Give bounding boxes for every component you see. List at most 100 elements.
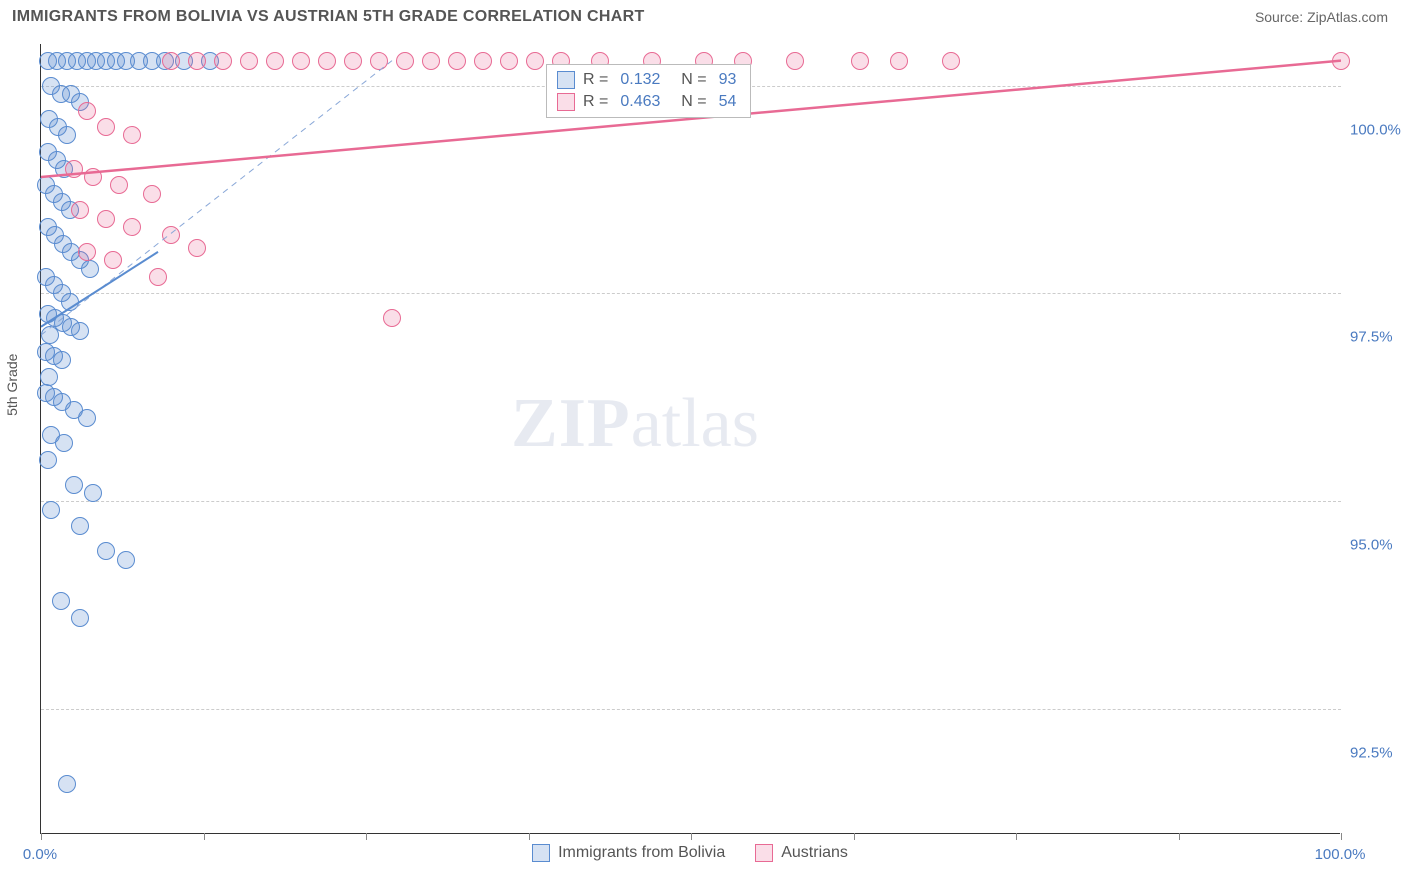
x-tick xyxy=(366,833,367,840)
n-label: N = xyxy=(672,71,706,89)
scatter-plot: ZIPatlas R = 0.132 N = 93 R = 0.463 N = 54 xyxy=(40,44,1340,834)
grid-line xyxy=(41,709,1341,710)
scatter-marker xyxy=(526,52,544,70)
scatter-marker xyxy=(40,368,58,386)
chart-area: 5th Grade ZIPatlas R =0.132 N =93R =0.46… xyxy=(40,44,1340,834)
x-tick xyxy=(1341,833,1342,840)
legend-item: Immigrants from Bolivia xyxy=(532,844,725,862)
scatter-marker xyxy=(97,542,115,560)
scatter-marker xyxy=(55,434,73,452)
scatter-marker xyxy=(81,260,99,278)
scatter-marker xyxy=(58,775,76,793)
x-tick xyxy=(854,833,855,840)
x-tick xyxy=(691,833,692,840)
legend-swatch xyxy=(557,71,575,89)
grid-line xyxy=(41,501,1341,502)
watermark: ZIPatlas xyxy=(511,384,759,464)
legend-label: Immigrants from Bolivia xyxy=(558,844,725,862)
scatter-marker xyxy=(149,268,167,286)
r-value: 0.132 xyxy=(616,71,664,89)
x-tick xyxy=(41,833,42,840)
chart-header: IMMIGRANTS FROM BOLIVIA VS AUSTRIAN 5TH … xyxy=(0,0,1406,32)
scatter-marker xyxy=(41,326,59,344)
trend-lines-svg xyxy=(41,44,1341,834)
x-tick-label: 0.0% xyxy=(23,846,57,863)
legend-label: Austrians xyxy=(781,844,848,862)
scatter-marker xyxy=(448,52,466,70)
x-tick xyxy=(1016,833,1017,840)
scatter-marker xyxy=(890,52,908,70)
chart-title: IMMIGRANTS FROM BOLIVIA VS AUSTRIAN 5TH … xyxy=(12,8,645,26)
legend-bottom: Immigrants from Bolivia Austrians xyxy=(40,844,1340,862)
scatter-marker xyxy=(188,239,206,257)
scatter-marker xyxy=(71,609,89,627)
y-tick-label: 95.0% xyxy=(1350,537,1393,554)
scatter-marker xyxy=(61,293,79,311)
scatter-marker xyxy=(65,160,83,178)
scatter-marker xyxy=(143,185,161,203)
scatter-marker xyxy=(78,243,96,261)
scatter-marker xyxy=(240,52,258,70)
y-tick-label: 100.0% xyxy=(1350,121,1401,138)
scatter-marker xyxy=(71,201,89,219)
r-label: R = xyxy=(583,93,608,111)
scatter-marker xyxy=(97,210,115,228)
x-tick xyxy=(204,833,205,840)
y-tick-label: 92.5% xyxy=(1350,745,1393,762)
n-value: 93 xyxy=(715,71,741,89)
scatter-marker xyxy=(39,451,57,469)
scatter-marker xyxy=(58,126,76,144)
scatter-marker xyxy=(65,476,83,494)
scatter-marker xyxy=(162,52,180,70)
scatter-marker xyxy=(396,52,414,70)
legend-row: R = 0.463 N = 54 xyxy=(557,91,740,113)
scatter-marker xyxy=(53,351,71,369)
n-value: 54 xyxy=(715,93,741,111)
r-value: 0.463 xyxy=(616,93,664,111)
source-attribution: Source: ZipAtlas.com xyxy=(1255,9,1388,25)
legend-row: R = 0.132 N = 93 xyxy=(557,69,740,91)
grid-line xyxy=(41,293,1341,294)
scatter-marker xyxy=(117,551,135,569)
n-label: N = xyxy=(672,93,706,111)
scatter-marker xyxy=(123,126,141,144)
scatter-marker xyxy=(266,52,284,70)
scatter-marker xyxy=(344,52,362,70)
x-tick-label: 100.0% xyxy=(1315,846,1366,863)
scatter-marker xyxy=(422,52,440,70)
legend-item: Austrians xyxy=(755,844,848,862)
legend-swatch xyxy=(557,93,575,111)
scatter-marker xyxy=(292,52,310,70)
scatter-marker xyxy=(42,501,60,519)
scatter-marker xyxy=(851,52,869,70)
x-tick xyxy=(529,833,530,840)
scatter-marker xyxy=(97,118,115,136)
scatter-marker xyxy=(214,52,232,70)
y-tick-label: 97.5% xyxy=(1350,329,1393,346)
x-tick xyxy=(1179,833,1180,840)
scatter-marker xyxy=(162,226,180,244)
scatter-marker xyxy=(474,52,492,70)
legend-swatch xyxy=(755,844,773,862)
source-value: ZipAtlas.com xyxy=(1307,9,1388,25)
scatter-marker xyxy=(84,484,102,502)
scatter-marker xyxy=(84,168,102,186)
correlation-legend: R = 0.132 N = 93 R = 0.463 N = 54 xyxy=(546,64,751,118)
scatter-marker xyxy=(500,52,518,70)
scatter-marker xyxy=(318,52,336,70)
scatter-marker xyxy=(370,52,388,70)
scatter-marker xyxy=(78,409,96,427)
scatter-marker xyxy=(942,52,960,70)
scatter-marker xyxy=(71,517,89,535)
scatter-marker xyxy=(188,52,206,70)
scatter-marker xyxy=(104,251,122,269)
scatter-marker xyxy=(71,322,89,340)
scatter-marker xyxy=(78,102,96,120)
scatter-marker xyxy=(786,52,804,70)
scatter-marker xyxy=(123,218,141,236)
scatter-marker xyxy=(52,592,70,610)
scatter-marker xyxy=(383,309,401,327)
source-label: Source: xyxy=(1255,9,1303,25)
scatter-marker xyxy=(110,176,128,194)
r-label: R = xyxy=(583,71,608,89)
